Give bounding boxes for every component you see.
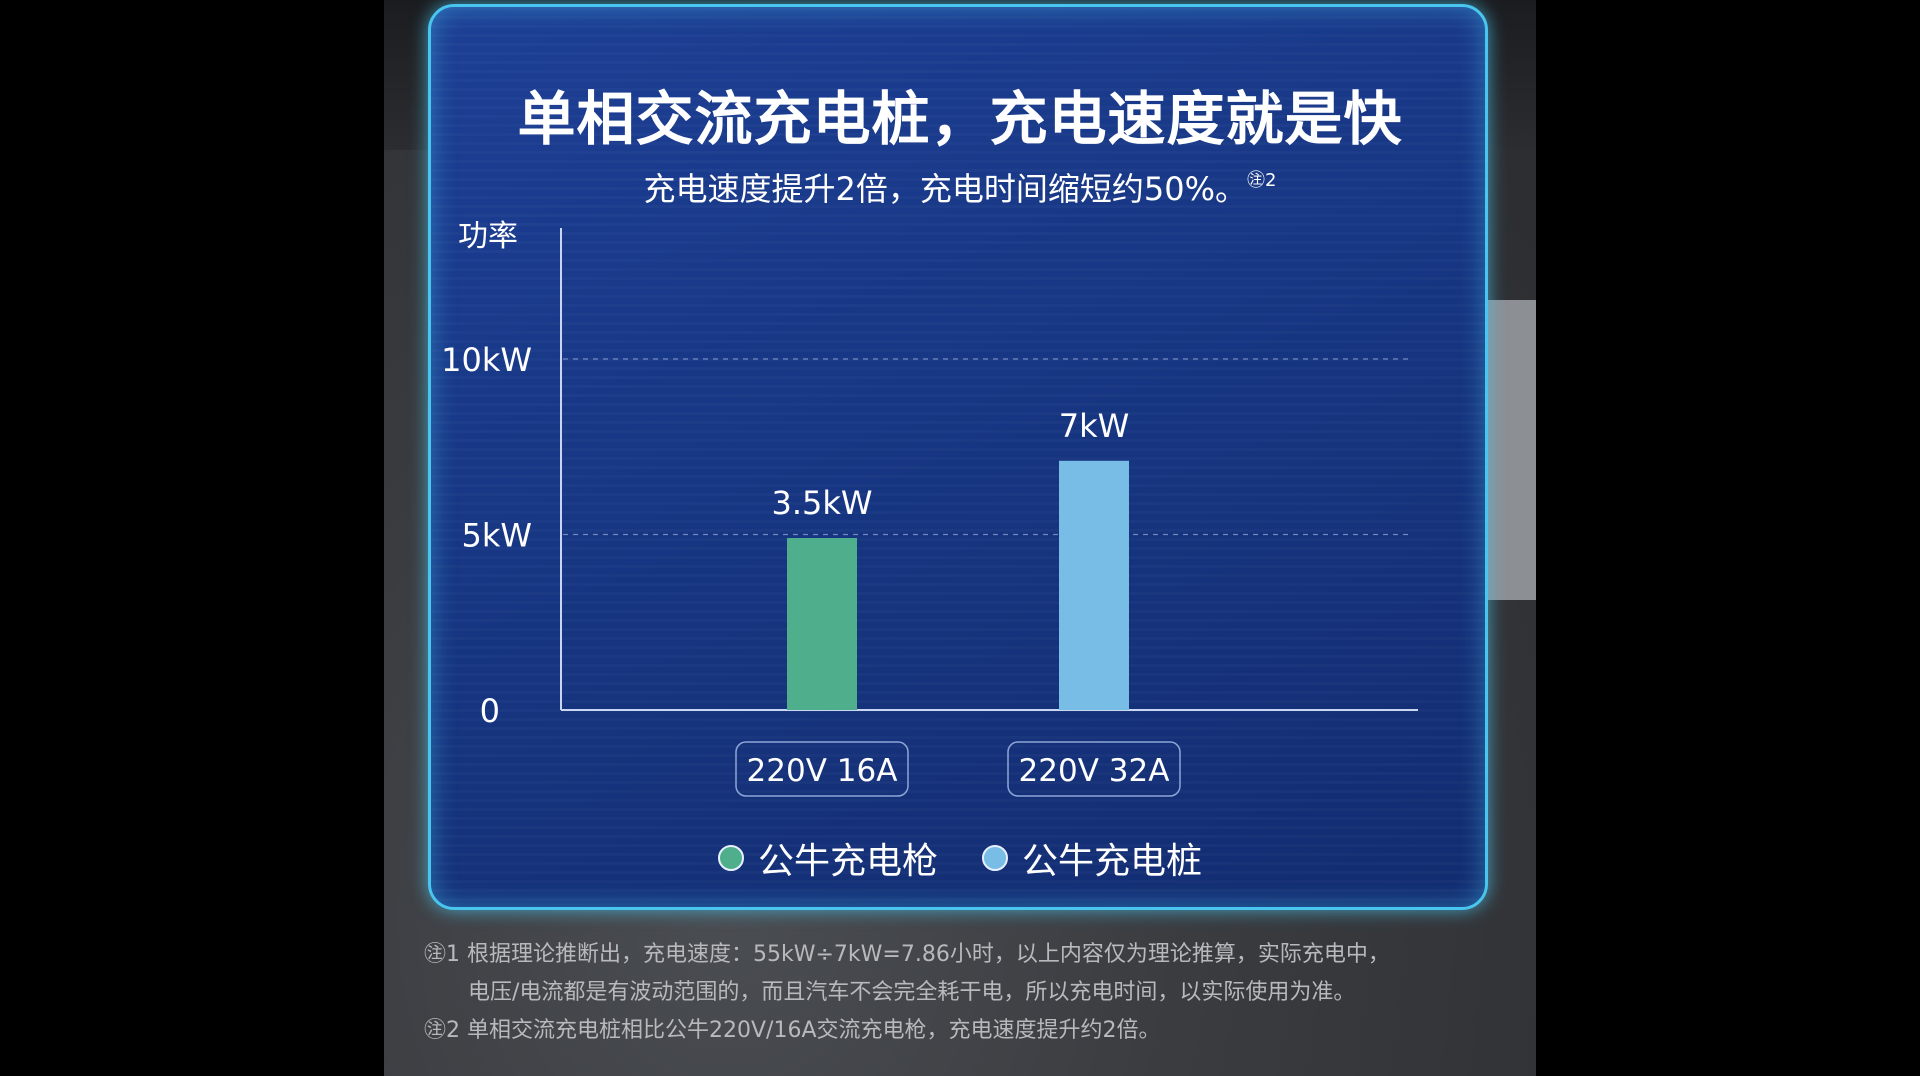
footnote-2: ㊟2 单相交流充电桩相比公牛220V/16A交流充电枪，充电速度提升约2倍。 <box>424 1018 1161 1043</box>
background-right-edge <box>1486 300 1536 600</box>
subtitle-text: 充电速度提升2倍，充电时间缩短约50%。 <box>643 170 1248 208</box>
y-tick-label-2: 10kW <box>441 341 532 379</box>
legend-swatch-pile <box>982 845 1008 871</box>
y-axis-label: 功率 <box>458 219 518 254</box>
bar-1 <box>1059 460 1129 710</box>
page-title: 单相交流充电桩，充电速度就是快 <box>517 85 1403 153</box>
legend-swatch-gun <box>717 845 744 871</box>
chart-card <box>428 4 1488 910</box>
footnote-1: ㊟1 根据理论推断出，充电速度：55kW÷7kW=7.86小时，以上内容仅为理论… <box>424 942 1390 967</box>
x-category-box-1 <box>1007 741 1181 797</box>
bar-value-label-0: 3.5kW <box>771 484 872 522</box>
x-category-box-0 <box>735 741 909 797</box>
page-subtitle: 充电速度提升2倍，充电时间缩短约50%。㊟2 <box>0 164 1920 210</box>
legend-item-pile: 公牛充电桩 <box>982 832 1202 884</box>
y-tick-label-1: 5kW <box>461 517 532 555</box>
x-category-label-1: 220V 32A <box>1019 753 1170 789</box>
subtitle-note: ㊟2 <box>1247 170 1277 191</box>
legend-label-gun: 公牛充电枪 <box>757 841 938 882</box>
legend-item-gun: 公牛充电枪 <box>717 832 938 884</box>
legend-label-pile: 公牛充电桩 <box>1022 841 1203 882</box>
y-tick-label-0: 0 <box>480 692 500 730</box>
bar-value-label-1: 7kW <box>1059 407 1130 445</box>
bar-0 <box>787 538 857 710</box>
footnote-1-continued: 电压/电流都是有波动范围的，而且汽车不会完全耗干电，所以充电时间，以实际使用为准… <box>468 980 1356 1005</box>
x-category-label-0: 220V 16A <box>747 753 898 789</box>
chart-legend: 公牛充电枪 公牛充电桩 <box>0 832 1920 884</box>
footnotes: ㊟1 根据理论推断出，充电速度：55kW÷7kW=7.86小时，以上内容仅为理论… <box>424 936 1504 1050</box>
